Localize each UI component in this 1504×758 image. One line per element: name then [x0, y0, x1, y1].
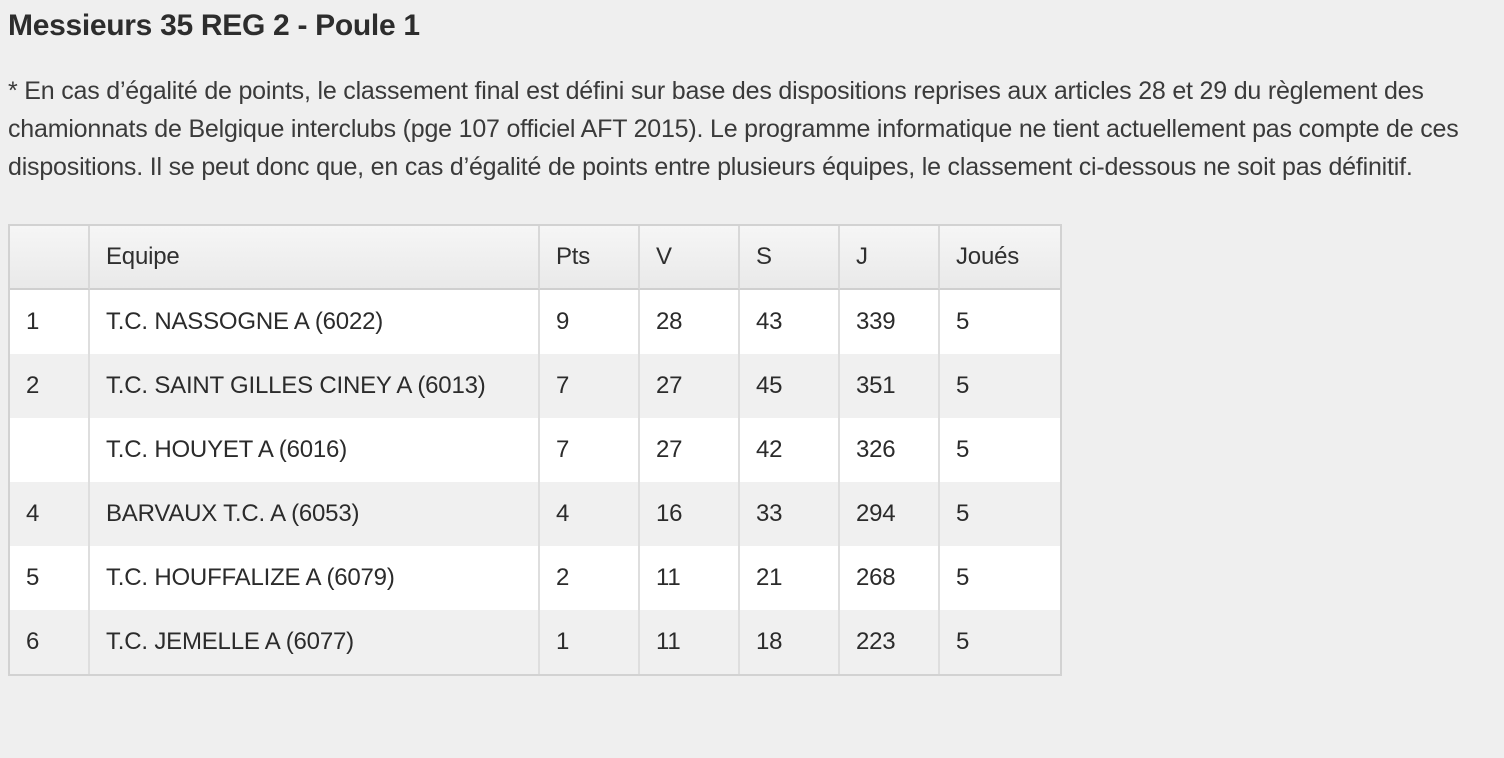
column-header-j: J — [840, 226, 940, 290]
cell-rank: 1 — [10, 290, 90, 354]
cell-team: T.C. JEMELLE A (6077) — [90, 610, 540, 674]
cell-rank — [10, 418, 90, 482]
cell-pts: 1 — [540, 610, 640, 674]
column-header-v: V — [640, 226, 740, 290]
column-header-rank — [10, 226, 90, 290]
cell-v: 11 — [640, 546, 740, 610]
cell-joues: 5 — [956, 308, 970, 335]
cell-v: 11 — [640, 610, 740, 674]
cell-v: 16 — [640, 482, 740, 546]
cell-joues: 5 — [956, 564, 970, 591]
cell-team: T.C. SAINT GILLES CINEY A (6013) — [90, 354, 540, 418]
cell-j: 268 — [840, 546, 940, 610]
cell-s: 45 — [740, 354, 840, 418]
cell-s: 33 — [740, 482, 840, 546]
column-header-team: Equipe — [90, 226, 540, 290]
cell-v: 27 — [640, 354, 740, 418]
cell-s: 18 — [740, 610, 840, 674]
table-row: 1 T.C. NASSOGNE A (6022) 9 28 43 339 5 — [10, 290, 1060, 354]
cell-v: 27 — [640, 418, 740, 482]
cell-team: T.C. HOUYET A (6016) — [90, 418, 540, 482]
cell-joues: 5 — [940, 354, 1060, 418]
cell-j: 339 — [840, 290, 940, 354]
cell-rank: 5 — [10, 546, 90, 610]
cell-rank: 6 — [10, 610, 90, 674]
standings-table-body: 1 T.C. NASSOGNE A (6022) 9 28 43 339 5 2… — [10, 290, 1060, 674]
cell-pts: 2 — [540, 546, 640, 610]
cell-pts: 7 — [540, 418, 640, 482]
header-row: Equipe Pts V S J Joués — [10, 226, 1060, 290]
cell-j: 294 — [840, 482, 940, 546]
table-row: 6 T.C. JEMELLE A (6077) 1 11 18 223 5 — [10, 610, 1060, 674]
cell-rank: 4 — [10, 482, 90, 546]
cell-j: 223 — [840, 610, 940, 674]
column-header-s: S — [740, 226, 840, 290]
cell-s: 42 — [740, 418, 840, 482]
cell-pts: 9 — [540, 290, 640, 354]
standings-table: Equipe Pts V S J Joués 1 T.C. NASSOGNE A… — [8, 224, 1062, 676]
cell-joues: 5 — [940, 610, 1060, 674]
table-row: 2 T.C. SAINT GILLES CINEY A (6013) 7 27 … — [10, 354, 1060, 418]
cell-rank: 2 — [10, 354, 90, 418]
cell-joues: 5 — [940, 482, 1060, 546]
cell-pts: 7 — [540, 354, 640, 418]
cell-pts: 4 — [540, 482, 640, 546]
page-container: Messieurs 35 REG 2 - Poule 1 * En cas d’… — [8, 9, 1459, 676]
cell-v: 28 — [640, 290, 740, 354]
cell-j: 326 — [840, 418, 940, 482]
page-title: Messieurs 35 REG 2 - Poule 1 — [8, 9, 420, 42]
table-row: 5 T.C. HOUFFALIZE A (6079) 2 11 21 268 5 — [10, 546, 1060, 610]
cell-team: T.C. NASSOGNE A (6022) — [90, 290, 540, 354]
disclaimer-text: * En cas d’égalité de points, le classem… — [8, 77, 1459, 181]
cell-j: 351 — [840, 354, 940, 418]
standings-table-header: Equipe Pts V S J Joués — [10, 226, 1060, 290]
table-row: 4 BARVAUX T.C. A (6053) 4 16 33 294 5 — [10, 482, 1060, 546]
column-header-pts: Pts — [540, 226, 640, 290]
cell-joues: 5 — [956, 436, 970, 463]
column-header-joues: Joués — [940, 226, 1060, 290]
cell-s: 21 — [740, 546, 840, 610]
cell-team: T.C. HOUFFALIZE A (6079) — [90, 546, 540, 610]
table-row: T.C. HOUYET A (6016) 7 27 42 326 5 — [10, 418, 1060, 482]
cell-s: 43 — [740, 290, 840, 354]
cell-team: BARVAUX T.C. A (6053) — [90, 482, 540, 546]
